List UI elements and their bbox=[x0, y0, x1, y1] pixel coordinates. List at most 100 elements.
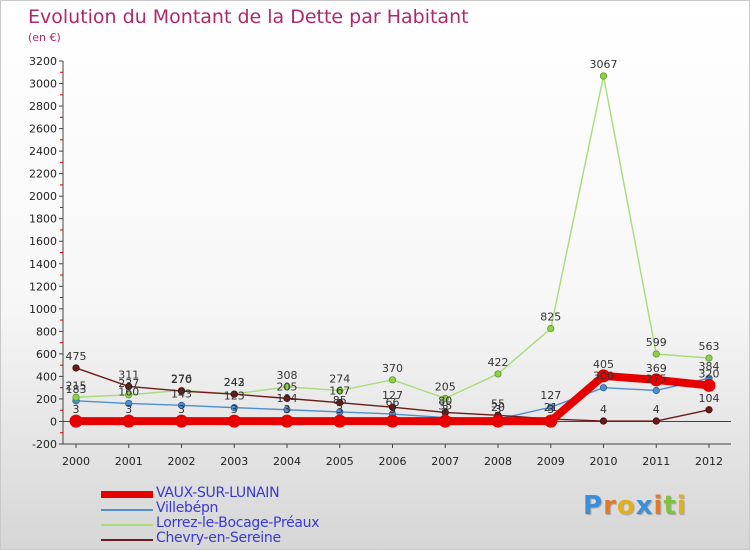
data-label: 405 bbox=[593, 358, 614, 371]
data-point bbox=[283, 383, 291, 391]
logo-letter: t bbox=[663, 491, 677, 521]
data-point bbox=[122, 414, 136, 428]
y-tick-label: -200 bbox=[32, 438, 57, 451]
data-point bbox=[705, 406, 713, 414]
data-label: 276 bbox=[171, 372, 192, 385]
data-label: 21 bbox=[544, 401, 558, 414]
legend-swatch bbox=[101, 539, 153, 541]
data-label: 370 bbox=[382, 362, 403, 375]
y-tick-label: 1400 bbox=[29, 258, 57, 271]
data-label: 563 bbox=[699, 340, 720, 353]
data-label: 123 bbox=[224, 390, 245, 403]
legend-swatch bbox=[101, 524, 153, 526]
data-label: 3 bbox=[284, 403, 291, 416]
y-tick-label: 3200 bbox=[29, 55, 57, 68]
data-point bbox=[599, 384, 608, 392]
data-point bbox=[72, 364, 80, 372]
chart-subtitle: (en €) bbox=[28, 31, 61, 44]
data-label: 4 bbox=[653, 403, 660, 416]
y-tick-label: 3000 bbox=[29, 78, 57, 91]
chart-title: Evolution du Montant de la Dette par Hab… bbox=[28, 6, 469, 28]
data-point bbox=[388, 403, 397, 411]
data-label: 3 bbox=[125, 403, 132, 416]
data-label: 205 bbox=[435, 380, 456, 393]
data-point bbox=[177, 401, 186, 409]
data-point bbox=[547, 324, 555, 333]
data-label: 85 bbox=[333, 394, 347, 407]
legend-label: VAUX-SUR-LUNAIN bbox=[156, 485, 280, 501]
data-label: 3 bbox=[389, 403, 396, 416]
legend-item-vaux: VAUX-SUR-LUNAIN bbox=[101, 485, 401, 502]
data-label: 66 bbox=[386, 396, 400, 409]
y-tick-label: 600 bbox=[36, 348, 57, 361]
data-point bbox=[283, 406, 291, 414]
legend: VAUX-SUR-LUNAIN Villebépn Lorrez-le-Boca… bbox=[101, 485, 401, 547]
y-tick-label: 2600 bbox=[29, 123, 57, 136]
x-tick-label: 2008 bbox=[484, 455, 512, 468]
data-point bbox=[388, 376, 397, 384]
data-label: 3 bbox=[547, 403, 554, 416]
x-tick-label: 2000 bbox=[62, 455, 90, 468]
legend-item-villebepn: Villebépn bbox=[101, 500, 401, 517]
data-point bbox=[494, 370, 502, 378]
data-point bbox=[177, 387, 186, 395]
logo-letter: x bbox=[635, 491, 654, 521]
x-tick-label: 2003 bbox=[220, 455, 248, 468]
data-label: 35 bbox=[438, 400, 452, 413]
data-label: 369 bbox=[646, 362, 667, 375]
x-tick-label: 2007 bbox=[431, 455, 459, 468]
x-tick-label: 2010 bbox=[590, 455, 618, 468]
data-point bbox=[491, 414, 505, 428]
data-point bbox=[386, 414, 399, 428]
data-label: 127 bbox=[382, 389, 403, 402]
data-point bbox=[280, 414, 294, 428]
x-tick-label: 2001 bbox=[115, 455, 143, 468]
y-tick-label: 0 bbox=[50, 415, 57, 428]
data-label: 275 bbox=[646, 372, 667, 385]
data-label: 320 bbox=[699, 367, 720, 380]
data-label: 599 bbox=[646, 336, 667, 349]
data-label: 3 bbox=[73, 403, 80, 416]
data-label: 242 bbox=[224, 376, 245, 389]
legend-label: Chevry-en-Sereine bbox=[156, 530, 281, 546]
y-tick-label: 1600 bbox=[29, 235, 57, 248]
data-label: 183 bbox=[66, 383, 87, 396]
y-tick-label: 1000 bbox=[29, 303, 57, 316]
data-label: 80 bbox=[438, 394, 452, 407]
data-point bbox=[175, 414, 188, 428]
data-point bbox=[649, 373, 663, 387]
data-label: 3 bbox=[178, 403, 185, 416]
x-tick-label: 2004 bbox=[273, 455, 301, 468]
data-label: 308 bbox=[277, 369, 298, 382]
data-label: 215 bbox=[66, 379, 87, 392]
data-point bbox=[69, 414, 83, 428]
data-label: 104 bbox=[699, 392, 720, 405]
legend-item-lorrez: Lorrez-le-Bocage-Préaux bbox=[101, 515, 401, 532]
proxiti-logo: Proxiti bbox=[583, 491, 687, 521]
data-point bbox=[125, 399, 133, 408]
data-point bbox=[652, 386, 660, 395]
y-tick-label: 2000 bbox=[29, 190, 57, 203]
data-label: 167 bbox=[329, 385, 350, 398]
x-tick-label: 2006 bbox=[379, 455, 407, 468]
data-point bbox=[599, 417, 608, 425]
legend-item-chevry: Chevry-en-Sereine bbox=[101, 530, 401, 547]
data-label: 384 bbox=[699, 360, 720, 373]
data-point bbox=[705, 354, 713, 362]
data-label: 143 bbox=[171, 387, 192, 400]
data-label: 825 bbox=[540, 311, 561, 324]
logo-letter: r bbox=[603, 491, 617, 521]
x-tick-label: 2011 bbox=[642, 455, 670, 468]
x-tick-label: 2009 bbox=[537, 455, 565, 468]
y-tick-label: 800 bbox=[36, 325, 57, 338]
data-point bbox=[599, 72, 608, 80]
data-label: 270 bbox=[171, 373, 192, 386]
data-label: 300 bbox=[593, 370, 614, 383]
data-label: 20 bbox=[491, 401, 505, 414]
y-tick-label: 1200 bbox=[29, 280, 57, 293]
legend-label: Villebépn bbox=[156, 500, 219, 516]
data-label: 475 bbox=[66, 350, 87, 363]
y-tick-label: 2800 bbox=[29, 100, 57, 113]
data-label: 205 bbox=[277, 380, 298, 393]
